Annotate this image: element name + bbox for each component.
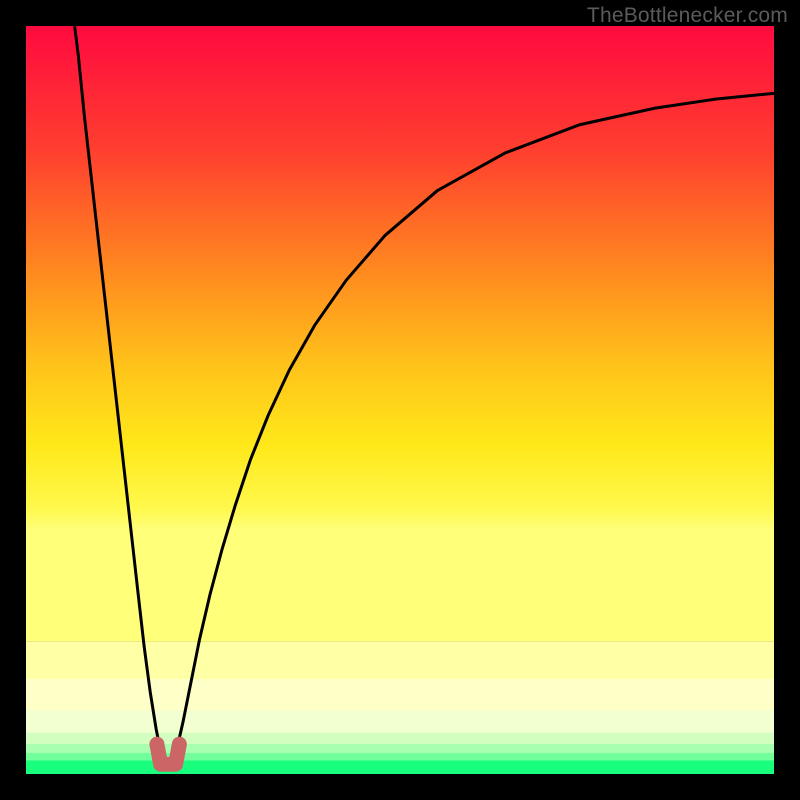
curve-layer	[26, 26, 774, 774]
bottleneck-curve	[75, 26, 774, 765]
chart-container: TheBottlenecker.com	[0, 0, 800, 800]
plot-area	[26, 26, 774, 774]
watermark-text: TheBottlenecker.com	[587, 4, 788, 28]
optimal-marker	[157, 744, 179, 764]
